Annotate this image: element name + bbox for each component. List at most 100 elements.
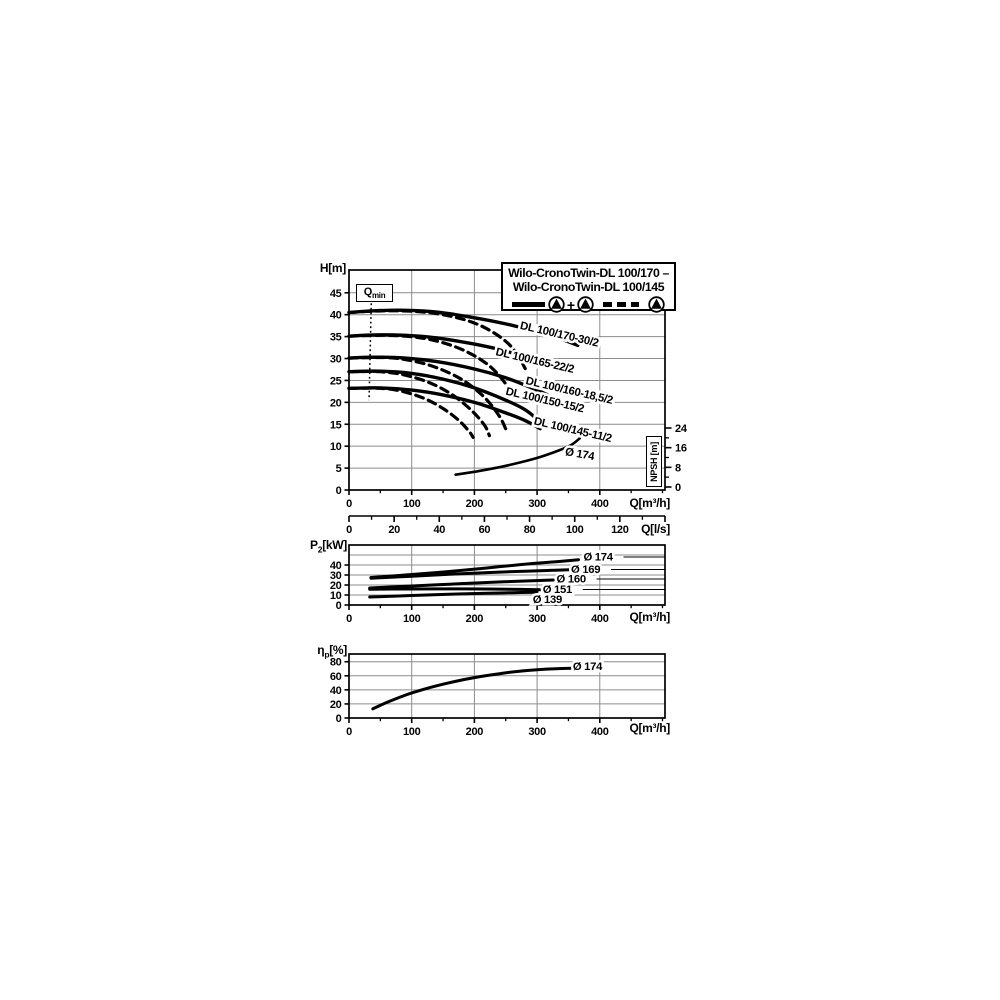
- curve-label: Ø 151: [543, 584, 572, 596]
- svg-text:80: 80: [524, 524, 536, 536]
- efficiency-x-axis-unit: Q[m³/h]: [629, 721, 670, 735]
- head-x-axis: 0 100 200 300 400: [346, 490, 664, 510]
- curve--169: [369, 568, 572, 580]
- plus-sign: +: [566, 296, 576, 313]
- svg-text:100: 100: [403, 498, 421, 510]
- svg-text:0: 0: [346, 524, 352, 536]
- svg-text:300: 300: [528, 613, 546, 625]
- curve--174: [369, 558, 580, 579]
- svg-text:20: 20: [388, 524, 400, 536]
- efficiency-y-axis-unit-rest: [%]: [329, 643, 347, 657]
- curve-dl-100-170-30-2-single-pump: [347, 309, 527, 371]
- power-y-axis-unit-rest: [kW]: [322, 538, 347, 552]
- svg-text:0: 0: [346, 613, 352, 625]
- curve-dl-100-165-22-2-single-pump: [347, 333, 516, 401]
- legend-title-line2: Wilo-CronoTwin-DL 100/145: [512, 280, 665, 294]
- curve-label: DL 100/145-11/2: [533, 415, 613, 445]
- svg-text:30: 30: [330, 354, 342, 366]
- curve-label: Ø 174: [573, 661, 603, 673]
- svg-text:300: 300: [528, 498, 546, 510]
- svg-text:40: 40: [433, 524, 445, 536]
- solid-line-sample: [511, 302, 545, 307]
- pump-icon: [648, 296, 665, 313]
- curve-label: Ø 139: [533, 594, 562, 606]
- svg-text:60: 60: [330, 671, 342, 683]
- qmin-label-sub: min: [371, 291, 386, 301]
- pump-icon: [548, 296, 565, 313]
- qmin-dotted-line: [368, 303, 373, 401]
- svg-text:400: 400: [591, 726, 609, 738]
- qmin-label-base: Q: [363, 286, 373, 298]
- power-y-axis-unit-base: P: [310, 538, 318, 552]
- curve--139: [368, 590, 539, 599]
- ls-axis: 0 20 40 60 80 100 120: [346, 515, 666, 536]
- svg-text:100: 100: [403, 613, 421, 625]
- svg-text:120: 120: [611, 524, 629, 536]
- svg-text:0: 0: [336, 600, 342, 612]
- curve-dl-100-145-11-2-single-pump: [347, 386, 475, 439]
- efficiency-plot-frame: [348, 653, 666, 719]
- svg-text:200: 200: [466, 498, 484, 510]
- svg-text:0: 0: [346, 726, 352, 738]
- svg-text:8: 8: [675, 462, 681, 474]
- svg-text:80: 80: [330, 657, 342, 669]
- curve-label: Ø 174: [583, 552, 613, 564]
- power-y-axis-unit-sub: 2: [317, 544, 323, 555]
- efficiency-series: [371, 666, 578, 711]
- svg-text:200: 200: [466, 613, 484, 625]
- legend-symbol-row: +: [503, 296, 674, 313]
- svg-text:5: 5: [336, 463, 342, 475]
- svg-text:300: 300: [528, 726, 546, 738]
- svg-text:60: 60: [479, 524, 491, 536]
- svg-text:20: 20: [330, 580, 342, 592]
- svg-text:40: 40: [330, 685, 342, 697]
- svg-text:0: 0: [675, 482, 681, 494]
- curve-label: DL 100/170-30/2: [519, 320, 600, 350]
- dashed-line-sample: [603, 302, 640, 307]
- head-y-axis: 0 5 10 15 20 25 30 35 40 45: [330, 288, 349, 497]
- svg-text:400: 400: [591, 498, 609, 510]
- svg-text:35: 35: [330, 332, 342, 344]
- qmin-marker: Qmin: [356, 284, 393, 302]
- power-series: [368, 558, 580, 599]
- curve-dl-100-160-18-5-2-single-pump: [347, 355, 508, 432]
- efficiency-y-axis-unit-sub: p: [324, 649, 330, 660]
- power-x-axis-unit: Q[m³/h]: [629, 610, 670, 624]
- svg-text:40: 40: [330, 310, 342, 322]
- curve--174: [371, 666, 578, 711]
- efficiency-chart: 0 100 200 300 400 0 20 40 60 80 Ø 174: [330, 653, 666, 738]
- pump-icon: [577, 296, 594, 313]
- svg-text:30: 30: [330, 570, 342, 582]
- svg-text:200: 200: [466, 726, 484, 738]
- curve--174: [454, 437, 581, 477]
- legend: Wilo-CronoTwin-DL 100/170 – Wilo-CronoTw…: [501, 262, 676, 313]
- efficiency-grid: [349, 654, 665, 718]
- legend-title-line1: Wilo-CronoTwin-DL 100/170 –: [508, 266, 669, 280]
- ls-axis-unit: Q[l/s]: [641, 522, 670, 536]
- svg-text:15: 15: [330, 419, 342, 431]
- power-x-axis: 0 100 200 300 400: [346, 605, 664, 625]
- npsh-axis-caption-text: NPSH [m]: [649, 441, 659, 482]
- svg-text:24: 24: [675, 423, 688, 435]
- curve-label: Ø 174: [564, 446, 596, 463]
- svg-text:25: 25: [330, 375, 342, 387]
- svg-text:400: 400: [591, 613, 609, 625]
- svg-text:10: 10: [330, 590, 342, 602]
- head-x-axis-unit: Q[m³/h]: [629, 496, 670, 510]
- svg-text:40: 40: [330, 560, 342, 572]
- curve-label: DL 100/165-22/2: [494, 346, 575, 376]
- efficiency-y-axis-unit-base: η: [317, 643, 325, 657]
- svg-text:16: 16: [675, 443, 687, 455]
- head-series: [347, 308, 581, 477]
- curve-dl-100-150-15-2-single-pump: [347, 369, 491, 438]
- svg-text:45: 45: [330, 288, 342, 300]
- efficiency-x-axis: 0 100 200 300 400: [346, 718, 664, 738]
- svg-text:0: 0: [336, 713, 342, 725]
- svg-text:20: 20: [330, 699, 342, 711]
- efficiency-y-axis: 0 20 40 60 80: [330, 657, 349, 725]
- npsh-axis-caption: NPSH [m]: [646, 436, 662, 487]
